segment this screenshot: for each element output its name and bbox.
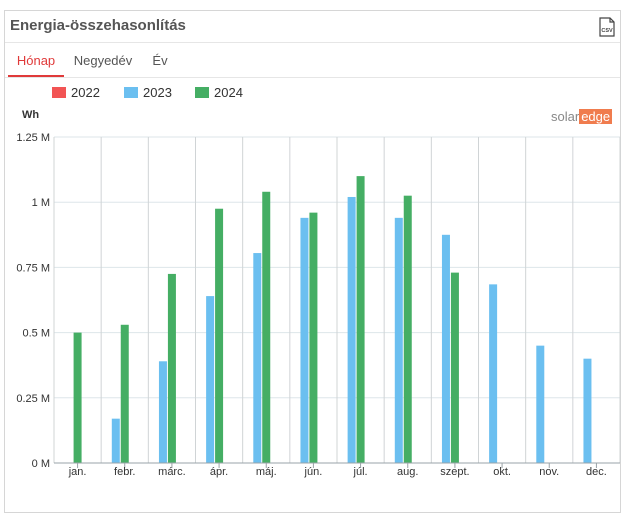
x-tick-label: júl. (353, 466, 368, 478)
legend-swatch-2023 (124, 87, 138, 98)
legend-label-2023: 2023 (143, 85, 172, 100)
legend-item-2023[interactable]: 2023 (124, 85, 172, 100)
legend-swatch-2022 (52, 87, 66, 98)
y-tick-label: 1 M (32, 197, 50, 209)
legend-label-2024: 2024 (214, 85, 243, 100)
x-tick-label: szept. (440, 466, 469, 478)
bar-2023-júl.[interactable] (347, 196, 356, 463)
bar-2023-nov.[interactable] (536, 345, 545, 463)
legend-swatch-2024 (195, 87, 209, 98)
x-tick-label: febr. (114, 466, 135, 478)
tabs-divider (5, 77, 620, 78)
x-tick-label: ápr. (210, 466, 228, 478)
bar-2024-aug.[interactable] (403, 195, 412, 463)
bar-2023-ápr.[interactable] (206, 296, 215, 463)
bar-2024-júl.[interactable] (356, 176, 365, 463)
y-tick-label: 0.75 M (16, 262, 50, 274)
tab-year-label: Év (152, 53, 168, 68)
solaredge-logo: solar edge (551, 109, 613, 124)
bar-2023-okt.[interactable] (489, 284, 498, 463)
bar-2024-szept.[interactable] (450, 272, 459, 463)
y-tick-label: 1.25 M (16, 132, 50, 144)
bar-2023-dec.[interactable] (583, 358, 592, 463)
bar-2023-febr.[interactable] (111, 418, 120, 463)
tab-quarter-label: Negyedév (73, 53, 133, 68)
tab-month[interactable]: Hónap (8, 53, 64, 77)
bar-2023-máj.[interactable] (253, 253, 262, 463)
bar-2024-febr.[interactable] (120, 324, 129, 463)
active-tab-underline (8, 75, 64, 77)
tab-month-label: Hónap (16, 53, 56, 68)
tab-year[interactable]: Év (145, 53, 175, 77)
x-tick-label: dec. (586, 466, 607, 478)
y-tick-label: 0.5 M (22, 328, 50, 340)
y-tick-label: 0 M (32, 458, 50, 470)
header-divider (5, 42, 620, 43)
legend-item-2024[interactable]: 2024 (195, 85, 243, 100)
x-tick-label: jan. (68, 466, 87, 478)
widget-title: Energia-összehasonlítás (10, 17, 186, 34)
tab-quarter[interactable]: Negyedév (71, 53, 135, 77)
x-tick-label: máj. (256, 466, 277, 478)
bar-2023-aug.[interactable] (394, 217, 403, 463)
bar-2024-máj.[interactable] (262, 191, 271, 463)
legend-label-2022: 2022 (71, 85, 100, 100)
bar-2024-márc.[interactable] (167, 273, 176, 463)
legend-item-2022[interactable]: 2022 (52, 85, 100, 100)
bar-2024-ápr.[interactable] (215, 208, 224, 463)
bar-2023-márc.[interactable] (158, 361, 167, 463)
x-tick-label: aug. (397, 466, 418, 478)
y-axis-label: Wh (22, 109, 39, 121)
bar-2024-jan.[interactable] (73, 332, 82, 463)
bar-2023-szept.[interactable] (441, 234, 450, 463)
csv-file-icon[interactable]: CSV (599, 17, 615, 37)
bar-2023-jún.[interactable] (300, 217, 309, 463)
x-tick-label: márc. (158, 466, 186, 478)
x-tick-label: okt. (493, 466, 511, 478)
x-tick-label: jún. (304, 466, 323, 478)
svg-text:CSV: CSV (601, 28, 613, 34)
x-tick-label: nov. (539, 466, 559, 478)
y-tick-label: 0.25 M (16, 393, 50, 405)
bar-2024-jún.[interactable] (309, 212, 318, 463)
